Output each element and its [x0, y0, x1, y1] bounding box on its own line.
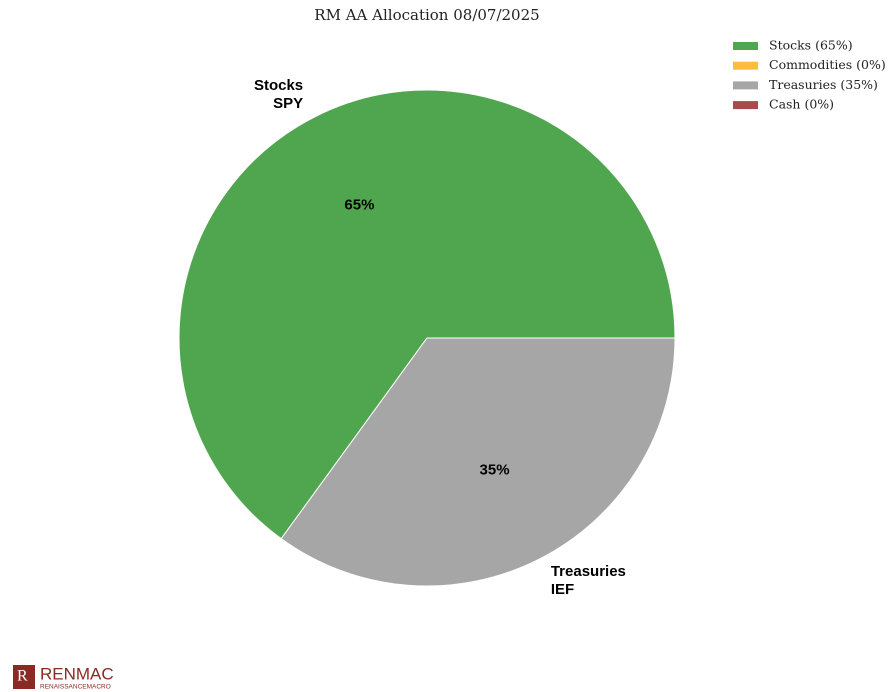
legend-label: Treasuries (35%): [769, 77, 878, 92]
slice-label: IEF: [551, 581, 574, 598]
logo-tagline: RENAISSANCEMACRO: [40, 684, 111, 691]
logo-letter: R: [17, 668, 28, 685]
slice-label: SPY: [273, 95, 303, 112]
chart-title: RM AA Allocation 08/07/2025: [314, 6, 539, 24]
legend-swatch: [733, 101, 758, 110]
value-label: 65%: [344, 196, 374, 213]
logo-icon: [13, 665, 35, 689]
logo: R RENMAC RENAISSANCEMACRO: [13, 664, 114, 691]
legend-swatch: [733, 61, 758, 70]
slice-label: Treasuries: [551, 563, 626, 580]
legend: Stocks (65%) Commodities (0%) Treasuries (…: [733, 38, 886, 112]
legend-label: Cash (0%): [769, 97, 834, 112]
legend-swatch: [733, 81, 758, 90]
logo-name: RENMAC: [40, 664, 114, 683]
legend-label: Stocks (65%): [769, 38, 853, 53]
pie-slice: [178, 89, 676, 540]
legend-swatch: [733, 42, 758, 50]
legend-label: Commodities (0%): [769, 57, 886, 72]
pie-slice: [280, 337, 676, 587]
value-label: 35%: [480, 462, 510, 479]
slice-label: Stocks: [254, 77, 303, 94]
